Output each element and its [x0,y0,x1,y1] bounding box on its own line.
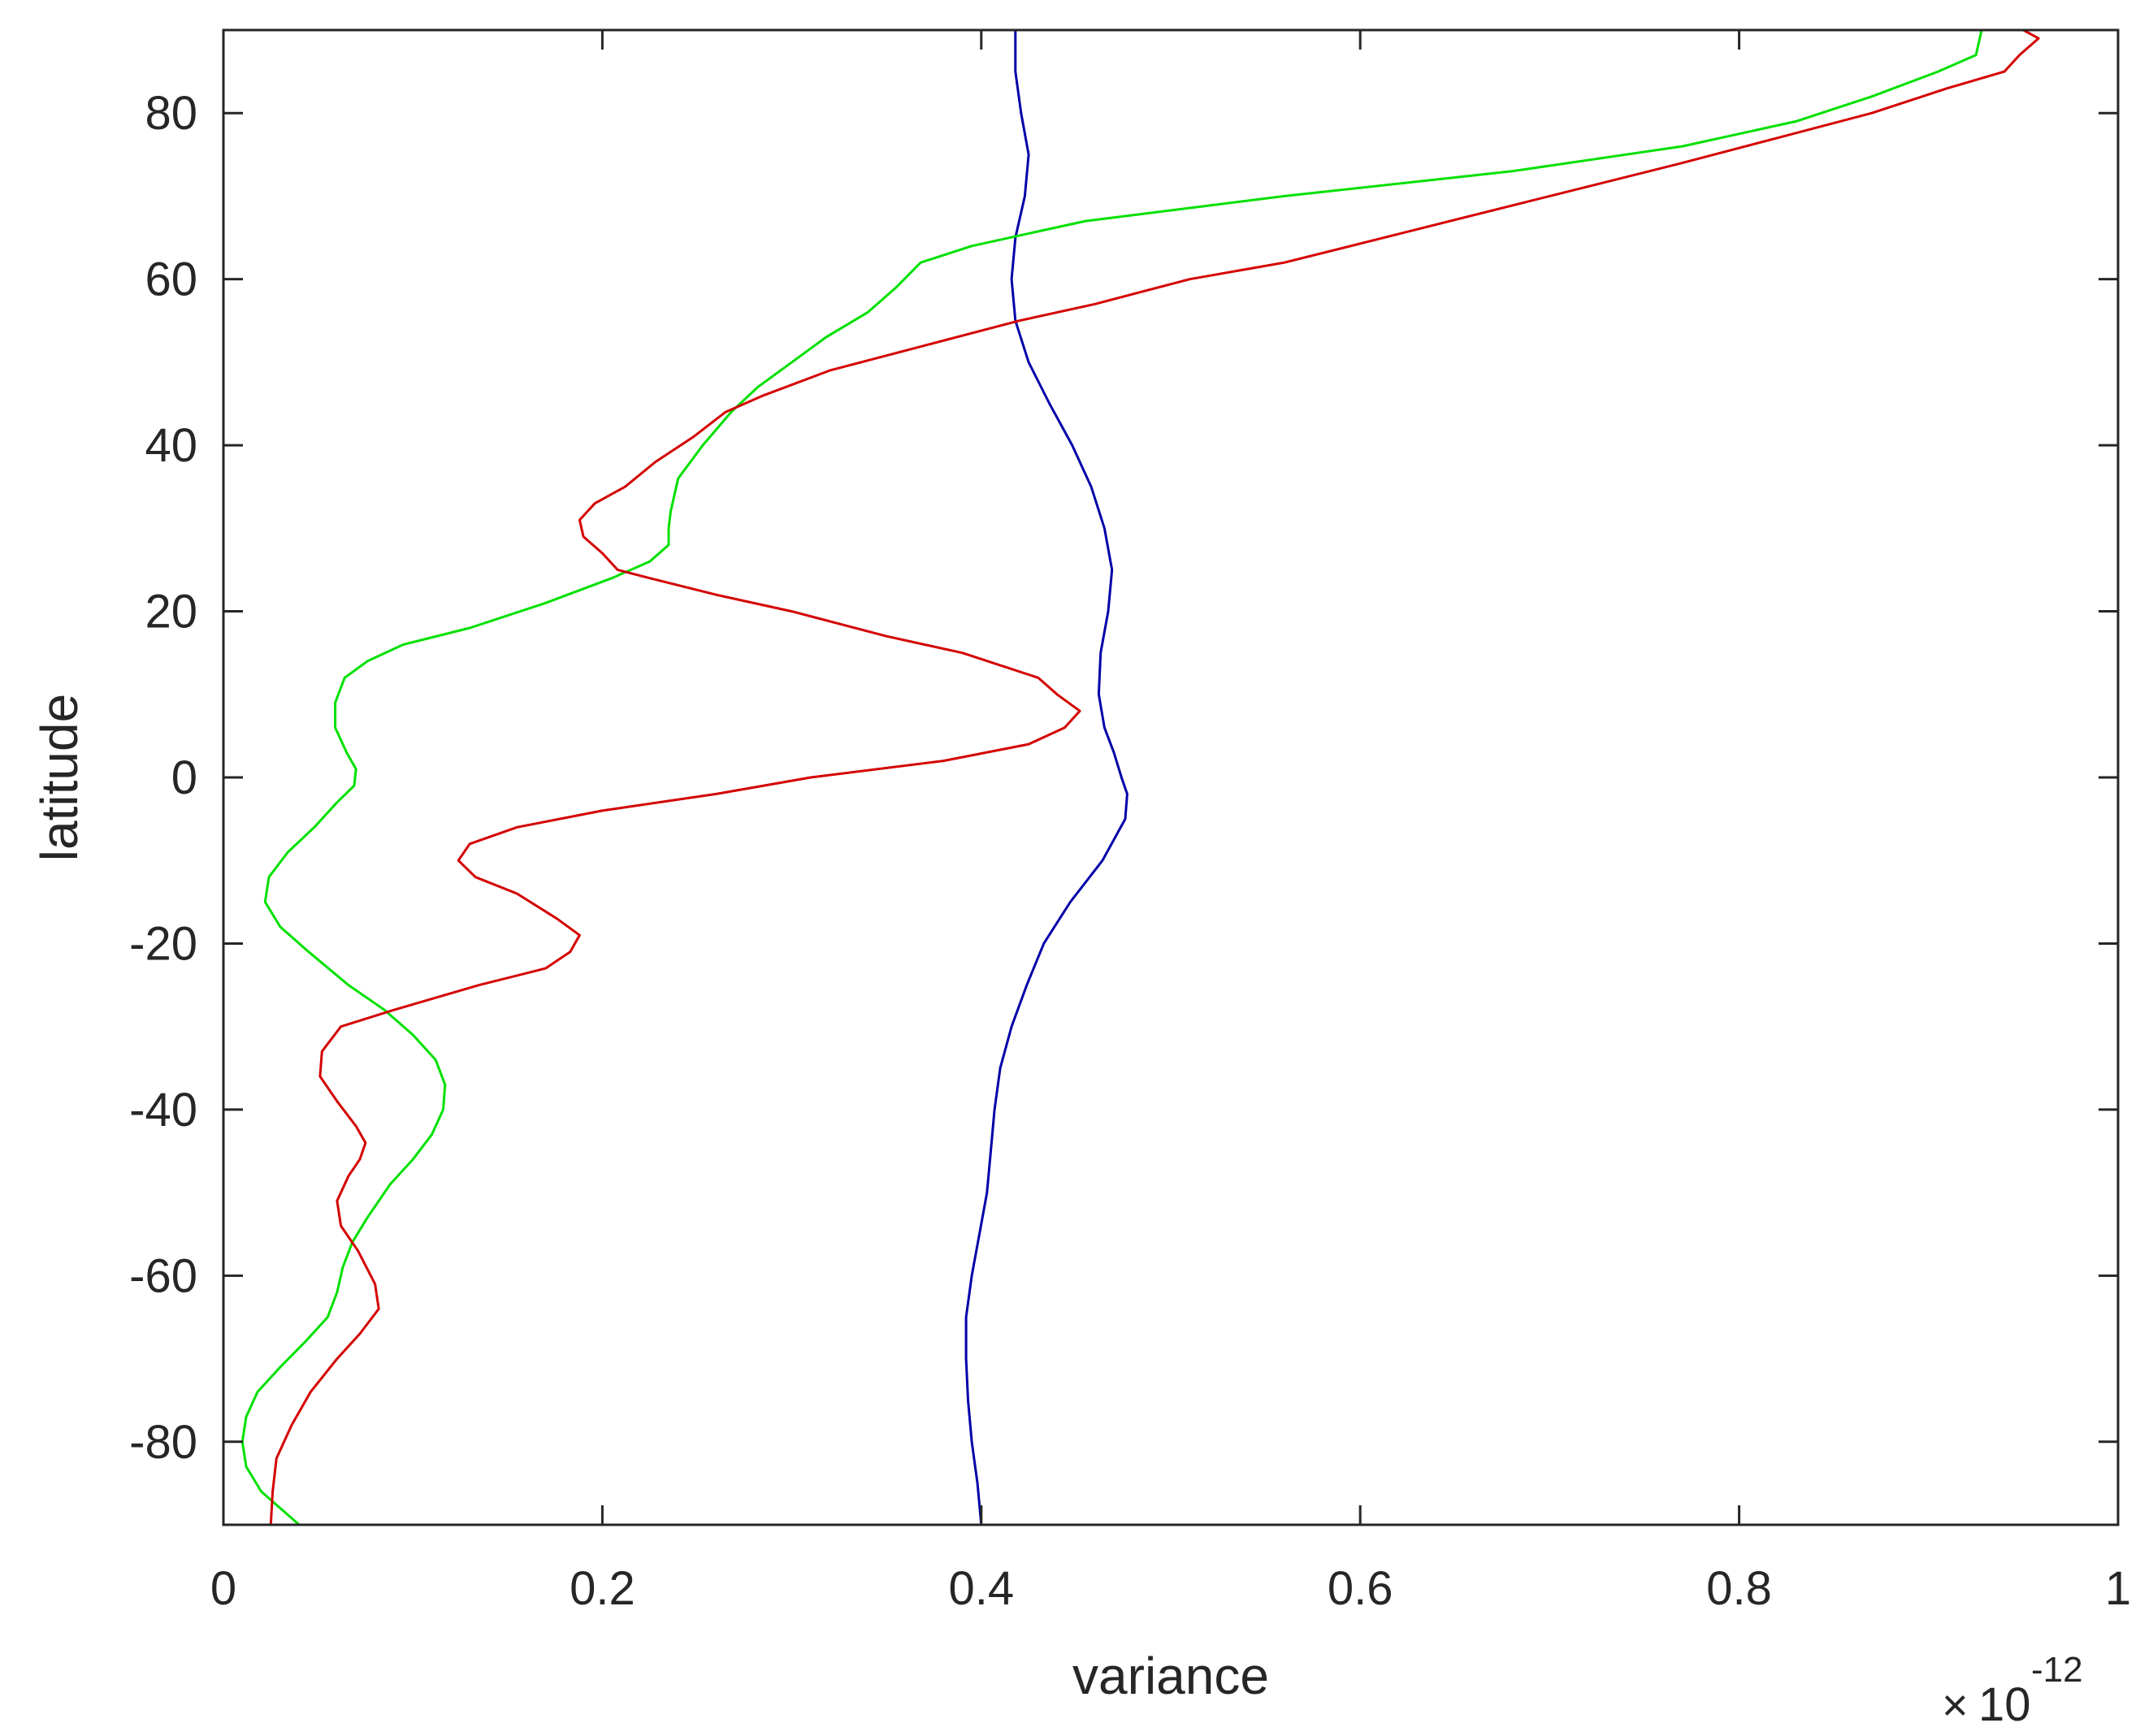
x-tick-label: 0.8 [1706,1562,1772,1615]
series-layer [240,28,2040,1526]
x-axis-label: variance [1072,1647,1269,1705]
y-axis-label: latitude [30,694,89,861]
series-line-3 [269,28,2040,1526]
x-tick-label: 0.2 [570,1562,635,1615]
x-tick-label: 0.6 [1328,1562,1393,1615]
y-tick-label: 40 [145,419,197,472]
x-axis-tick-labels: 0 0.2 0.4 0.6 0.8 1 [210,1562,2131,1615]
plot-area [222,28,2120,1526]
series-line-2 [240,29,1983,1526]
series-line-1 [964,30,1128,1526]
x-tick-label: 1 [2105,1562,2131,1615]
y-tick-label: -40 [129,1084,197,1136]
plot-background [223,30,2118,1525]
y-tick-label: -20 [129,917,197,970]
x-tick-label: 0.4 [948,1562,1014,1615]
y-tick-label: 20 [145,586,197,639]
x-exponent-base: 10 [1978,1678,2031,1731]
y-axis-tick-labels: -80 -60 -40 -20 0 20 40 60 80 [129,87,197,1469]
x-tick-label: 0 [210,1562,236,1615]
y-tick-label: 60 [145,253,197,306]
x-axis-ticks [222,30,2120,1525]
y-tick-label: 80 [145,87,197,140]
x-axis-exponent: × 10 -12 [1942,1650,2083,1731]
y-tick-label: 0 [171,751,197,804]
y-tick-label: -60 [129,1249,197,1302]
x-exponent-power: -12 [2031,1650,2083,1690]
y-axis-ticks [223,111,2118,1444]
y-tick-label: -80 [129,1416,197,1469]
x-exponent-times: × [1942,1679,1969,1730]
